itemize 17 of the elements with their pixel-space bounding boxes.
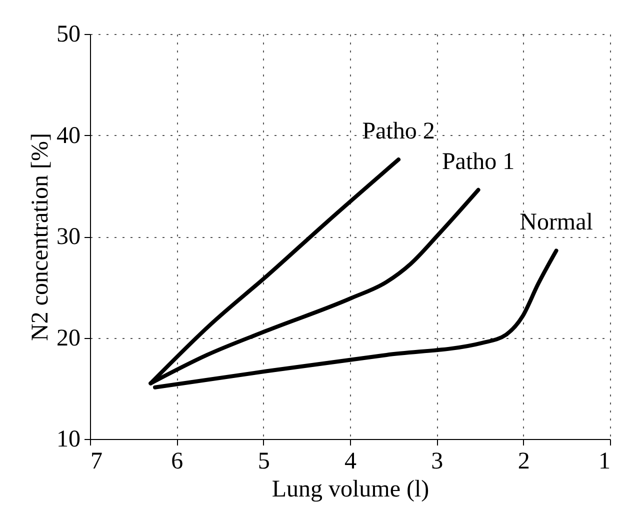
x-tick-label: 2	[518, 448, 530, 474]
y-tick-label: 10	[56, 426, 80, 452]
x-tick-label: 5	[258, 448, 270, 474]
x-tick-label: 1	[598, 448, 610, 474]
y-tick-label: 50	[56, 22, 80, 48]
x-tick-label: 6	[171, 448, 184, 474]
x-tick-label: 4	[344, 448, 356, 474]
y-tick-label: 40	[56, 122, 80, 149]
y-tick-label: 20	[56, 325, 80, 352]
x-tick-label: 7	[90, 448, 102, 474]
series-label: Patho 2	[362, 118, 435, 145]
series-label: Patho 1	[442, 148, 515, 175]
y-axis-title: N2 concentration [%]	[28, 133, 54, 341]
series-label: Normal	[520, 210, 594, 236]
x-tick-label: 3	[431, 448, 444, 474]
y-tick-label: 30	[56, 224, 80, 250]
x-axis-title: Lung volume (l)	[272, 476, 430, 502]
